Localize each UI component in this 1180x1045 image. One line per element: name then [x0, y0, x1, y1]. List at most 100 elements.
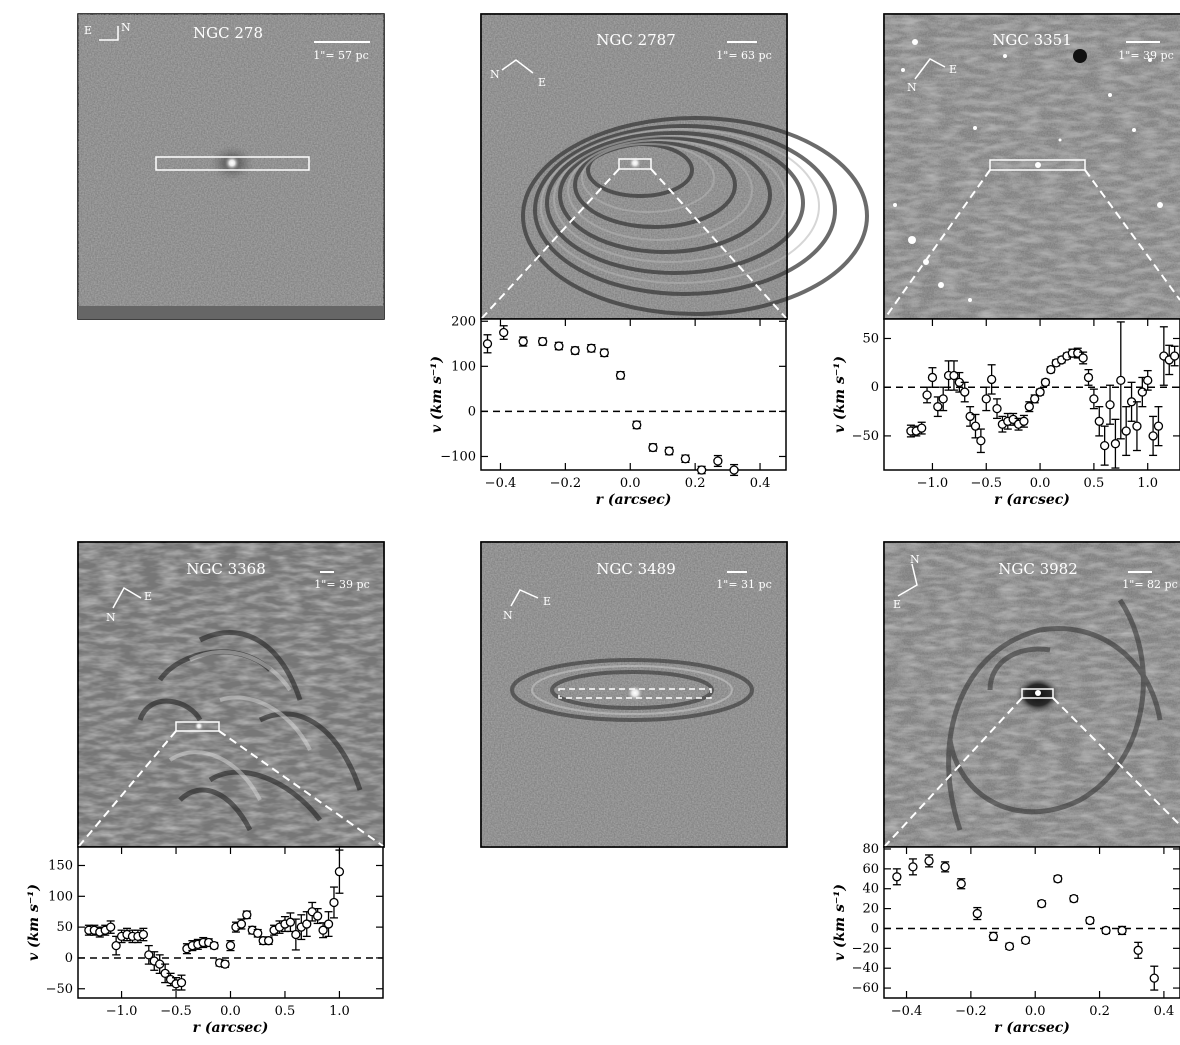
data-marker [106, 922, 116, 932]
data-point [1143, 369, 1153, 391]
x-axis-label: r (arcsec) [596, 492, 672, 508]
compass: N E [106, 586, 152, 624]
star-clusters [893, 39, 1163, 302]
data-point [976, 428, 986, 454]
data-point [696, 465, 707, 475]
dust-filaments [137, 630, 363, 832]
data-marker [329, 897, 339, 908]
data-marker [554, 341, 564, 351]
galaxy-name: NGC 3489 [596, 560, 676, 578]
data-marker [664, 446, 674, 456]
data-marker [1037, 898, 1047, 909]
data-marker [1024, 402, 1034, 412]
data-marker [1030, 394, 1040, 404]
y-tick-label: 100 [451, 359, 476, 374]
data-point [138, 927, 149, 942]
y-tick-label: 50 [56, 920, 73, 935]
image-panel-ngc3489: NGC 3489 1"= 31 pc N E [480, 541, 788, 848]
x-tick-label: 0.5 [275, 1004, 296, 1019]
data-marker [1149, 973, 1159, 983]
data-marker [1094, 416, 1104, 426]
data-marker [729, 465, 739, 475]
x-tick-label: 0.0 [1030, 476, 1051, 491]
galaxy-name: NGC 3982 [998, 560, 1078, 578]
image-panel-ngc278: NGC 278 1"= 57 pc N E [77, 13, 385, 320]
galaxy-name: NGC 3368 [186, 560, 266, 578]
compass-east-label: E [144, 590, 152, 603]
data-point [499, 325, 509, 340]
y-tick-label: −40 [852, 961, 879, 976]
data-point [1101, 925, 1111, 936]
data-marker [1137, 387, 1147, 397]
compass-east-label: E [84, 24, 92, 37]
y-tick-label: 20 [862, 902, 879, 917]
data-point [599, 348, 609, 358]
data-marker [713, 456, 723, 466]
y-tick-label: 150 [48, 858, 73, 873]
data-marker [209, 940, 219, 951]
x-tick-label: 0.0 [620, 476, 641, 491]
data-point [1133, 941, 1143, 959]
compass-north-label: N [503, 609, 513, 622]
data-point [960, 381, 970, 403]
x-tick-label: −0.2 [955, 1004, 987, 1019]
data-point [1148, 415, 1158, 457]
data-point [729, 463, 739, 477]
data-marker [291, 929, 301, 940]
image-panel-ngc3368: NGC 3368 1"= 39 pc N E [77, 541, 385, 848]
y-tick-label: 0 [871, 380, 879, 395]
data-marker [1046, 365, 1056, 375]
x-tick-label: −0.5 [160, 1004, 192, 1019]
x-tick-label: 1.0 [1137, 476, 1158, 491]
data-point [1116, 321, 1126, 440]
data-marker [988, 931, 999, 942]
scale-label: 1"= 39 pc [1118, 49, 1173, 62]
data-marker [965, 411, 975, 422]
data-marker [922, 390, 932, 400]
data-point [1089, 388, 1099, 410]
x-tick-label: 1.0 [329, 1004, 350, 1019]
data-point [554, 341, 564, 351]
data-point [1100, 425, 1110, 466]
data-marker [933, 402, 943, 412]
data-point [970, 413, 981, 439]
y-tick-label: 0 [871, 921, 879, 936]
scale-label: 1"= 57 pc [313, 49, 368, 62]
data-marker [1110, 439, 1121, 449]
data-point [664, 446, 674, 456]
data-marker [570, 345, 580, 356]
plot-frame [480, 318, 787, 471]
data-point [713, 454, 723, 468]
data-marker [1085, 915, 1095, 926]
data-point [615, 370, 626, 380]
slit-aperture [558, 688, 712, 699]
data-marker [680, 454, 691, 464]
data-marker [1078, 353, 1088, 363]
data-point [106, 920, 116, 934]
data-point [1153, 406, 1164, 447]
data-marker [312, 911, 323, 921]
data-point [1069, 894, 1079, 904]
y-axis-label: v (km s⁻¹) [832, 356, 848, 433]
compass-east-label: E [543, 595, 551, 608]
zoom-lines [481, 168, 787, 319]
data-marker [176, 977, 187, 988]
data-point [1040, 377, 1051, 387]
compass: N E [84, 21, 131, 41]
data-point [1110, 418, 1121, 469]
slit-aperture [618, 158, 652, 170]
data-point [648, 442, 658, 453]
rotation-curve-ngc3368: −1.0 −0.5 0.0 0.5 1.0 −50 0 50 100 150 r (arcsec) v… [26, 846, 384, 1036]
data-marker [236, 919, 247, 929]
data-point [570, 345, 580, 356]
data-point [924, 854, 934, 868]
data-marker [892, 872, 902, 882]
x-tick-label: −0.4 [485, 476, 517, 491]
data-marker [1053, 874, 1063, 884]
data-marker [632, 420, 642, 430]
x-tick-label: 0.5 [1084, 476, 1105, 491]
y-tick-label: 0 [468, 404, 476, 419]
data-marker [586, 343, 596, 353]
compass-north-label: N [907, 81, 917, 94]
data-point [988, 931, 999, 942]
